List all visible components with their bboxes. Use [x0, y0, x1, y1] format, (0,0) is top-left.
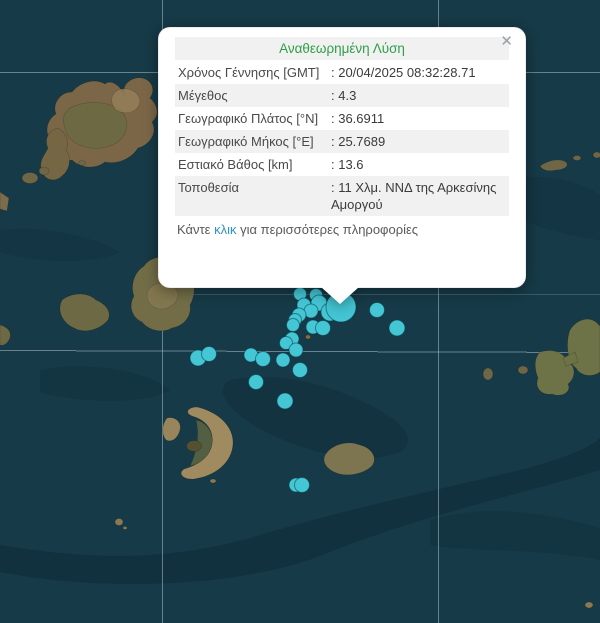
popup-tail	[321, 287, 359, 304]
earthquake-marker[interactable]	[315, 320, 331, 336]
footer-text-suffix: για περισσότερες πληροφορίες	[236, 222, 419, 237]
info-row-label: Γεωγραφικό Πλάτος [°N]	[178, 111, 319, 126]
info-row-value: : 20/04/2025 08:32:28.71	[331, 65, 476, 80]
popup-box: ✕ Αναθεωρημένη Λύση Χρόνος Γέννησης [GMT…	[158, 27, 526, 288]
info-row-value: : 25.7689	[331, 134, 386, 149]
info-row: Μέγεθος : 4.3	[175, 84, 509, 107]
info-row: Γεωγραφικό Μήκος [°E] : 25.7689	[175, 130, 509, 153]
earthquake-markers-layer	[189, 287, 406, 493]
info-row-value: : 4.3	[331, 88, 357, 103]
info-row: Εστιακό Βάθος [km] : 13.6	[175, 153, 509, 176]
close-icon[interactable]: ✕	[500, 33, 513, 50]
popup-title: Αναθεωρημένη Λύση	[175, 37, 509, 60]
info-row: Χρόνος Γέννησης [GMT] : 20/04/2025 08:32:…	[175, 61, 509, 84]
more-info-link[interactable]: κλικ	[214, 222, 237, 237]
info-row: Γεωγραφικό Πλάτος [°N] : 36.6911	[175, 107, 509, 130]
earthquake-marker[interactable]	[275, 352, 291, 368]
islands	[0, 77, 600, 609]
earthquake-marker[interactable]	[388, 319, 406, 337]
info-row-value: : 11 Χλμ. ΝΝΔ της Αρκεσίνης Αμοργού	[331, 180, 497, 212]
info-table: Χρόνος Γέννησης [GMT] : 20/04/2025 08:32:…	[175, 61, 509, 216]
info-row-label: Εστιακό Βάθος [km]	[178, 157, 293, 172]
info-row-label: Τοποθεσία	[178, 180, 240, 195]
info-row-label: Γεωγραφικό Μήκος [°E]	[178, 134, 314, 149]
info-row-label: Μέγεθος	[178, 88, 228, 103]
earthquake-marker[interactable]	[276, 392, 294, 410]
info-row: Τοποθεσία : 11 Χλμ. ΝΝΔ της Αρκεσίνης Αμο…	[175, 176, 509, 216]
earthquake-marker[interactable]	[279, 336, 293, 350]
earthquake-marker[interactable]	[294, 477, 310, 493]
info-row-value: : 13.6	[331, 157, 364, 172]
earthquake-marker[interactable]	[286, 318, 300, 332]
info-row-value: : 36.6911	[331, 111, 385, 126]
info-row-label: Χρόνος Γέννησης [GMT]	[178, 65, 320, 80]
earthquake-marker[interactable]	[292, 362, 308, 378]
earthquake-marker[interactable]	[248, 374, 264, 390]
earthquake-marker[interactable]	[201, 346, 217, 362]
earthquake-marker[interactable]	[369, 302, 385, 318]
earthquake-marker[interactable]	[288, 342, 304, 358]
popup-footer: Κάντε κλικ για περισσότερες πληροφορίες	[175, 221, 509, 238]
earthquake-marker[interactable]	[255, 351, 271, 367]
footer-text-prefix: Κάντε	[177, 222, 215, 237]
